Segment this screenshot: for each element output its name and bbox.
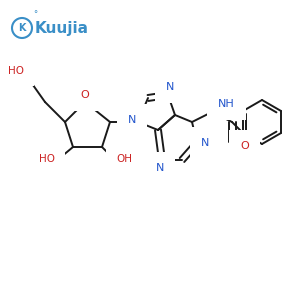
Text: N: N — [156, 163, 164, 173]
Text: O: O — [240, 141, 249, 151]
Text: Kuujia: Kuujia — [35, 20, 89, 35]
Text: N: N — [166, 82, 174, 92]
Text: O: O — [81, 90, 89, 100]
Text: °: ° — [33, 10, 37, 19]
Text: NH: NH — [218, 99, 235, 109]
Text: OH: OH — [116, 154, 132, 164]
Text: HO: HO — [8, 66, 24, 76]
Text: K: K — [18, 23, 26, 33]
Text: N: N — [128, 115, 136, 125]
Text: HO: HO — [39, 154, 55, 164]
Text: N: N — [201, 138, 209, 148]
